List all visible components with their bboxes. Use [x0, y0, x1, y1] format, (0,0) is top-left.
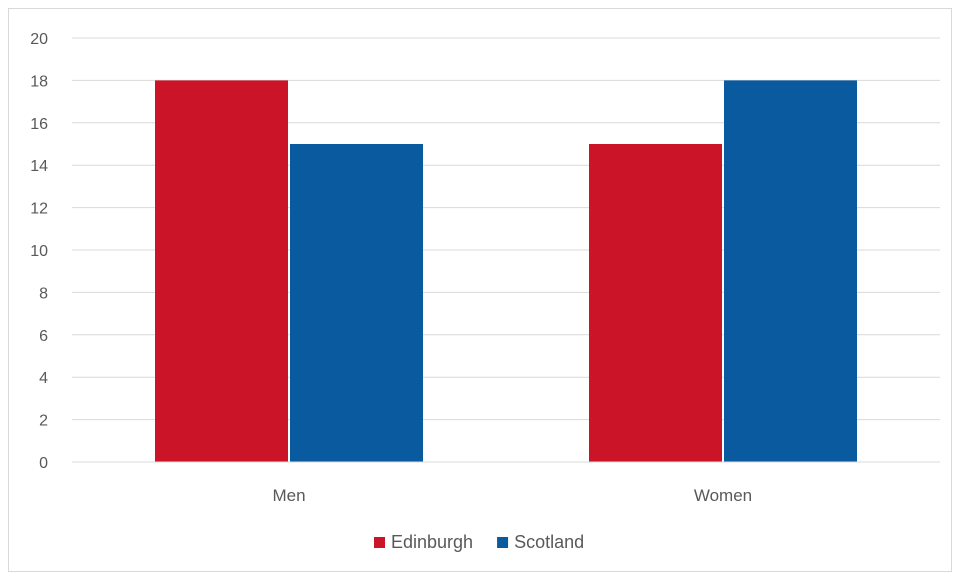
bar-edinburgh-women	[589, 144, 722, 462]
bars	[155, 80, 857, 463]
legend-label-scotland: Scotland	[514, 532, 584, 552]
y-tick-label-10: 10	[30, 243, 48, 260]
y-tick-label-14: 14	[30, 158, 48, 175]
y-tick-label-2: 2	[39, 413, 48, 430]
y-axis: 0 2 4 6 8 10 12 14 16 18 20	[30, 31, 48, 472]
y-tick-label-12: 12	[30, 201, 48, 218]
x-category-label-men: Men	[272, 486, 305, 505]
legend-swatch-edinburgh	[374, 537, 385, 548]
legend-label-edinburgh: Edinburgh	[391, 532, 473, 552]
x-axis: Men Women	[72, 461, 940, 505]
bar-scotland-women	[724, 80, 857, 463]
x-category-label-women: Women	[694, 486, 752, 505]
y-tick-label-16: 16	[30, 116, 48, 133]
legend-swatch-scotland	[497, 537, 509, 548]
y-tick-label-4: 4	[39, 370, 48, 387]
bar-scotland-men	[290, 144, 423, 462]
y-tick-label-0: 0	[39, 455, 48, 472]
y-tick-label-8: 8	[39, 285, 48, 302]
y-tick-label-18: 18	[30, 73, 48, 90]
y-tick-label-20: 20	[30, 31, 48, 48]
y-tick-label-6: 6	[39, 328, 48, 345]
bar-edinburgh-men	[155, 80, 288, 463]
legend: Edinburgh Scotland	[374, 532, 584, 552]
